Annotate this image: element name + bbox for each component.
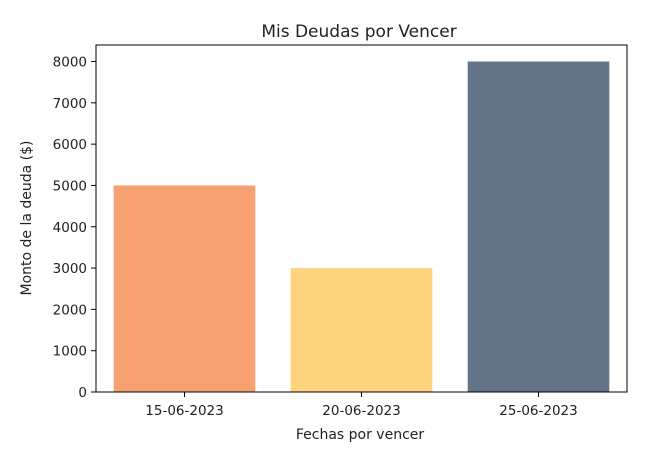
bar-15-06-2023 — [113, 185, 256, 392]
y-axis-label: Monto de la deuda ($) — [19, 140, 35, 295]
y-tick-label: 1000 — [53, 344, 87, 360]
bars-layer — [113, 61, 610, 393]
x-tick-label: 15-06-2023 — [145, 403, 223, 419]
y-tick-label: 6000 — [53, 137, 87, 153]
x-axis: 15-06-2023 20-06-2023 25-06-2023 — [145, 392, 578, 419]
x-tick-label: 20-06-2023 — [322, 403, 400, 419]
y-tick-label: 3000 — [53, 261, 87, 277]
y-tick-label: 7000 — [53, 96, 87, 112]
y-tick-label: 8000 — [53, 55, 87, 71]
y-tick-label: 5000 — [53, 178, 87, 194]
y-axis: 0 1000 2000 3000 4000 5000 6000 7000 8000 — [53, 55, 96, 401]
y-tick-label: 0 — [78, 385, 87, 401]
chart-title: Mis Deudas por Vencer — [261, 22, 456, 42]
x-axis-label: Fechas por vencer — [296, 427, 425, 443]
bar-20-06-2023 — [290, 268, 433, 392]
y-tick-label: 2000 — [53, 302, 87, 318]
plot-frame — [95, 44, 628, 393]
bar-25-06-2023 — [467, 61, 610, 393]
y-tick-label: 4000 — [53, 220, 87, 236]
x-tick-label: 25-06-2023 — [499, 403, 577, 419]
